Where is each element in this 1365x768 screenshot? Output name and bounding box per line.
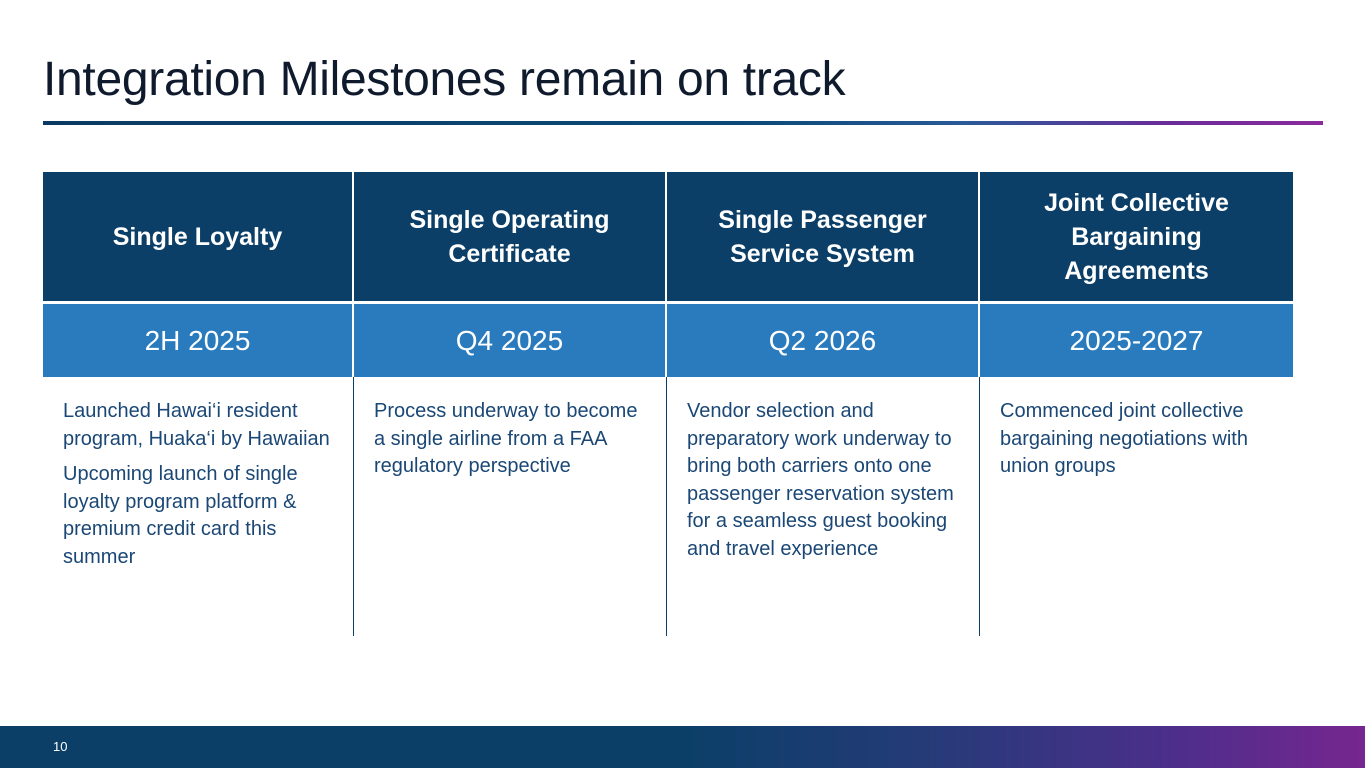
milestone-heading: Single Operating Certificate	[354, 172, 667, 301]
milestone-detail-text: Upcoming launch of single loyalty progra…	[63, 463, 298, 568]
milestone-timing: Q2 2026	[667, 304, 980, 377]
milestone-details: Commenced joint collective bargaining ne…	[980, 377, 1293, 636]
milestone-timing: Q4 2025	[354, 304, 667, 377]
milestone-details: Launched Hawai‘i resident program, Huaka…	[43, 377, 354, 636]
slide-title: Integration Milestones remain on track	[43, 53, 846, 106]
milestone-details-row: Launched Hawai‘i resident program, Huaka…	[43, 377, 1293, 636]
milestone-details: Vendor selection and preparatory work un…	[667, 377, 980, 636]
title-divider	[43, 121, 1323, 125]
page-number: 10	[53, 739, 68, 754]
milestone-detail-text: Process underway to become a single airl…	[374, 400, 638, 477]
footer-bar: 10	[0, 726, 1365, 768]
milestone-details: Process underway to become a single airl…	[354, 377, 667, 636]
milestone-heading-row: Single Loyalty Single Operating Certific…	[43, 172, 1293, 301]
milestone-detail-text: Commenced joint collective bargaining ne…	[1000, 400, 1248, 477]
milestone-heading: Joint Collective Bargaining Agreements	[980, 172, 1293, 301]
milestone-detail-text: Launched Hawai‘i resident program, Huaka…	[63, 400, 330, 450]
milestone-timing-row: 2H 2025 Q4 2025 Q2 2026 2025-2027	[43, 304, 1293, 377]
milestones-table: Single Loyalty Single Operating Certific…	[43, 172, 1293, 636]
milestone-timing: 2025-2027	[980, 304, 1293, 377]
milestone-heading: Single Loyalty	[43, 172, 354, 301]
milestone-timing: 2H 2025	[43, 304, 354, 377]
milestone-heading: Single Passenger Service System	[667, 172, 980, 301]
milestone-detail-text: Vendor selection and preparatory work un…	[687, 400, 954, 560]
